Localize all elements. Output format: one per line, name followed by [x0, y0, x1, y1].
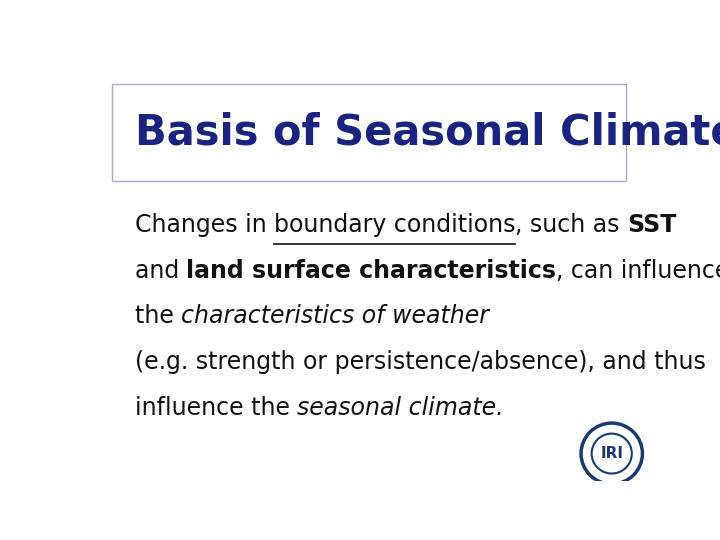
Text: (e.g. strength or persistence/absence), and thus: (e.g. strength or persistence/absence), … [135, 350, 706, 374]
Text: IRI: IRI [600, 446, 624, 461]
Text: influence the: influence the [135, 396, 297, 420]
FancyBboxPatch shape [112, 84, 626, 181]
Text: land surface characteristics: land surface characteristics [186, 259, 557, 282]
Text: Basis of Seasonal Climate Prediction: Basis of Seasonal Climate Prediction [135, 111, 720, 153]
Text: , such as: , such as [516, 213, 627, 237]
Text: characteristics of weather: characteristics of weather [181, 305, 489, 328]
Text: seasonal climate.: seasonal climate. [297, 396, 504, 420]
Text: boundary conditions: boundary conditions [274, 213, 516, 237]
Text: SST: SST [627, 213, 677, 237]
Text: , can influence: , can influence [557, 259, 720, 282]
Text: and: and [135, 259, 186, 282]
Text: the: the [135, 305, 181, 328]
Text: Changes in: Changes in [135, 213, 274, 237]
